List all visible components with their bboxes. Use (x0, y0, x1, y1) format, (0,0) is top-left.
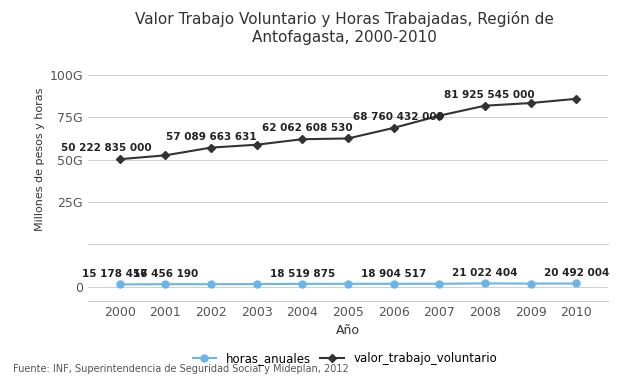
Legend: horas_anuales, valor_trabajo_voluntario: horas_anuales, valor_trabajo_voluntario (188, 348, 502, 370)
Text: 18 519 875: 18 519 875 (270, 269, 335, 279)
Text: 15 178 457: 15 178 457 (82, 269, 148, 279)
Text: Valor Trabajo Voluntario y Horas Trabajadas, Región de
Antofagasta, 2000-2010: Valor Trabajo Voluntario y Horas Trabaja… (135, 11, 554, 45)
Text: Fuente: INF, Superintendencia de Seguridad Social y Mideplan, 2012: Fuente: INF, Superintendencia de Segurid… (13, 364, 348, 374)
Text: 20 492 004: 20 492 004 (544, 268, 609, 278)
Text: 18 904 517: 18 904 517 (361, 268, 426, 279)
Text: 21 022 404: 21 022 404 (452, 268, 518, 278)
Text: 81 925 545 000: 81 925 545 000 (444, 90, 535, 100)
Y-axis label: Millones de pesos y horas: Millones de pesos y horas (35, 88, 45, 231)
Text: 50 222 835 000: 50 222 835 000 (61, 143, 151, 153)
Text: 68 760 432 000: 68 760 432 000 (353, 112, 444, 122)
Text: 16 456 190: 16 456 190 (133, 269, 198, 279)
Text: 57 089 663 631: 57 089 663 631 (166, 132, 256, 142)
Text: 62 062 608 530: 62 062 608 530 (261, 123, 352, 133)
X-axis label: Año: Año (336, 324, 360, 337)
